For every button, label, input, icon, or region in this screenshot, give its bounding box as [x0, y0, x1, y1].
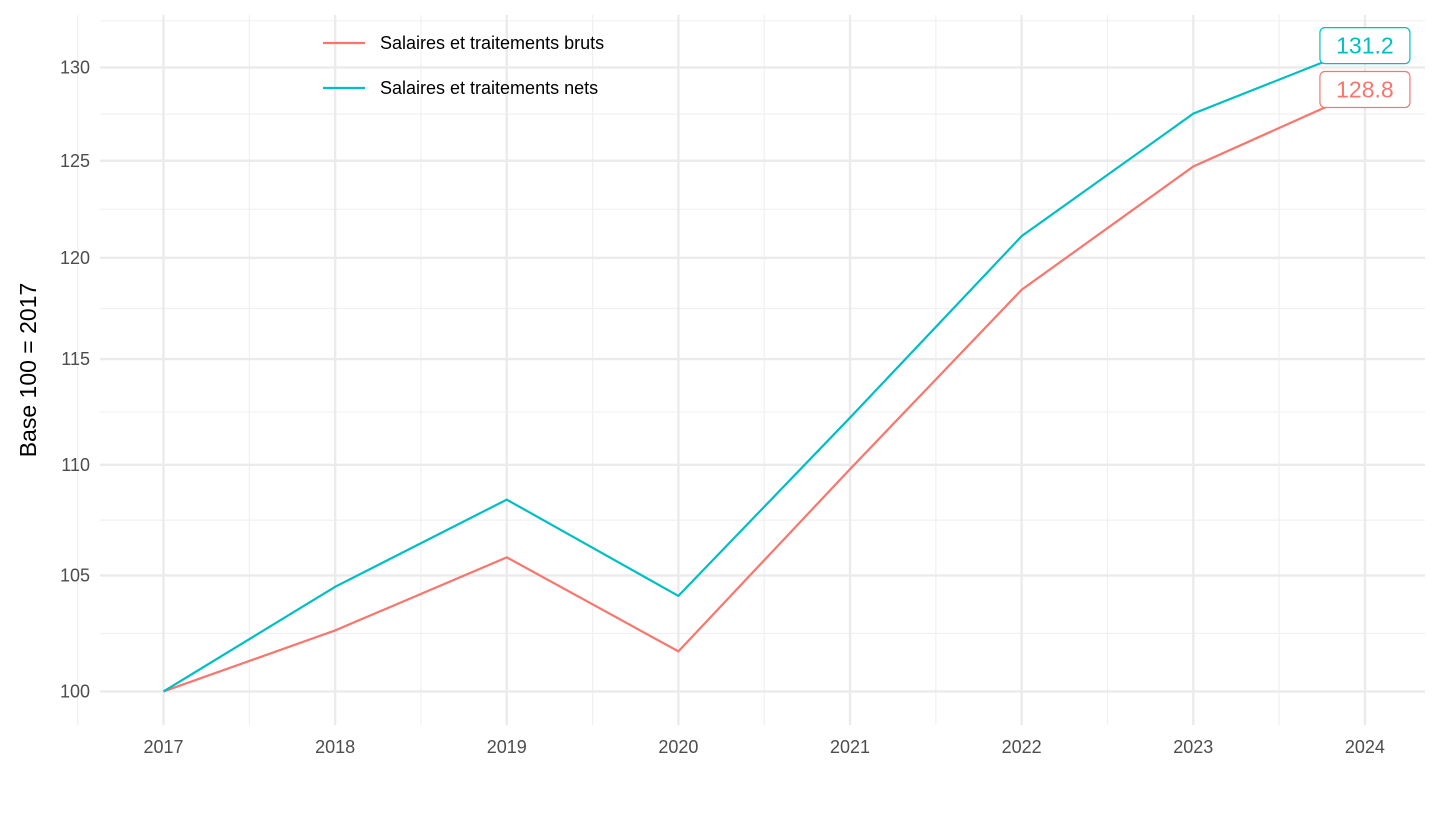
legend-label: Salaires et traitements nets — [380, 78, 598, 98]
x-tick-label: 2022 — [1002, 737, 1042, 757]
y-axis-title: Base 100 = 2017 — [15, 283, 41, 458]
x-tick-label: 2017 — [143, 737, 183, 757]
y-tick-label: 115 — [61, 349, 90, 369]
end-label: 131.2 — [1336, 33, 1394, 59]
y-tick-label: 120 — [60, 248, 90, 268]
x-tick-label: 2021 — [830, 737, 870, 757]
x-tick-label: 2024 — [1345, 737, 1385, 757]
y-tick-label: 100 — [60, 681, 90, 701]
y-tick-label: 130 — [60, 57, 90, 77]
x-tick-label: 2019 — [487, 737, 527, 757]
y-tick-label: 125 — [60, 151, 90, 171]
legend-label: Salaires et traitements bruts — [380, 33, 604, 53]
x-tick-label: 2018 — [315, 737, 355, 757]
end-label: 128.8 — [1336, 77, 1394, 103]
x-tick-label: 2023 — [1173, 737, 1213, 757]
y-tick-label: 105 — [60, 565, 90, 585]
x-tick-label: 2020 — [658, 737, 698, 757]
legend: Salaires et traitements bruts Salaires et… — [323, 33, 604, 98]
y-tick-label: 110 — [61, 455, 90, 475]
